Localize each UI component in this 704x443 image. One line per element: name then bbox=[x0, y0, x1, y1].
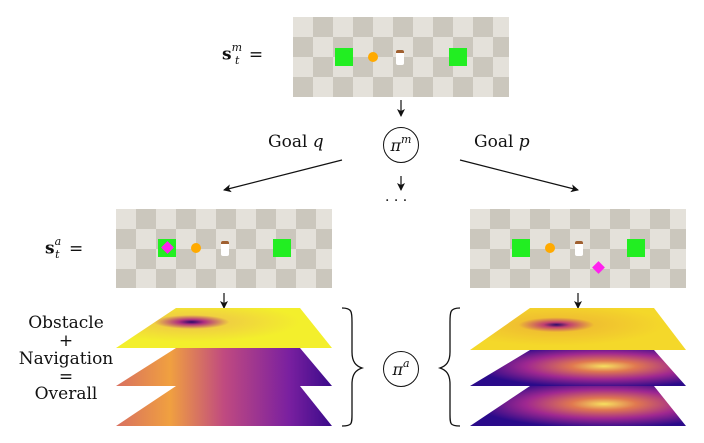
goal-square-right bbox=[627, 239, 645, 257]
goal-p-label: Goal p bbox=[474, 132, 530, 152]
agent-dot bbox=[545, 243, 555, 253]
top-environment-panel bbox=[293, 17, 509, 97]
left-obstacle-heatmap bbox=[116, 308, 332, 348]
right-navigation-heatmap bbox=[470, 350, 686, 386]
goal-q-label: Goal q bbox=[268, 132, 324, 152]
goal-square-right bbox=[449, 48, 467, 66]
agent-dot bbox=[368, 52, 378, 62]
ellipsis: · · · bbox=[385, 193, 408, 209]
label-plus: + bbox=[58, 330, 74, 351]
robot-icon bbox=[221, 241, 229, 256]
right-brace-left-stack bbox=[341, 307, 365, 427]
arrow-goal-p bbox=[459, 159, 579, 193]
goal-square-left bbox=[512, 239, 530, 257]
robot-icon bbox=[396, 50, 404, 65]
arrow-goal-q bbox=[223, 159, 343, 193]
left-environment-panel bbox=[116, 209, 332, 288]
right-overall-heatmap bbox=[470, 386, 686, 426]
label-equals: = bbox=[58, 366, 74, 387]
left-overall-heatmap bbox=[116, 386, 332, 426]
left-brace-right-stack bbox=[437, 307, 461, 427]
right-obstacle-heatmap bbox=[470, 308, 686, 350]
agent-state-label: sat = bbox=[45, 235, 84, 262]
agent-dot bbox=[191, 243, 201, 253]
goal-square-left bbox=[335, 48, 353, 66]
label-obstacle: Obstacle bbox=[28, 313, 104, 333]
stack-labels: Obstacle + Navigation = Overall bbox=[14, 313, 118, 405]
robot-icon bbox=[575, 241, 583, 256]
goal-square-right bbox=[273, 239, 291, 257]
top-state-label: smt = bbox=[222, 41, 264, 68]
right-environment-panel bbox=[470, 209, 686, 288]
label-overall: Overall bbox=[34, 384, 98, 405]
left-navigation-heatmap bbox=[116, 348, 332, 386]
goal-marker-diamond bbox=[592, 261, 605, 274]
label-navigation: Navigation bbox=[18, 348, 114, 369]
